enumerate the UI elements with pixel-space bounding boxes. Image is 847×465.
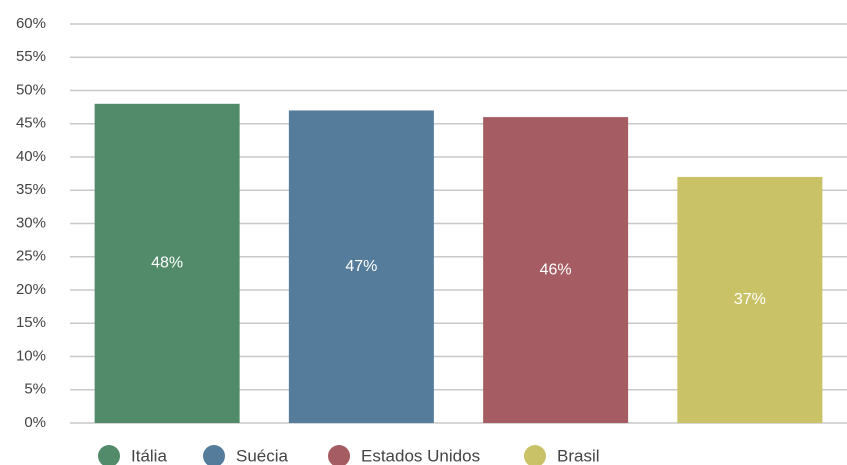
y-tick-label: 35% xyxy=(16,181,46,198)
y-tick-label: 50% xyxy=(16,81,46,98)
legend-swatch xyxy=(98,445,120,465)
y-tick-label: 0% xyxy=(24,414,46,431)
y-tick-label: 55% xyxy=(16,48,46,65)
y-tick-label: 30% xyxy=(16,214,46,231)
legend-swatch xyxy=(524,445,546,465)
legend-swatch xyxy=(203,445,225,465)
value-label: 37% xyxy=(734,291,766,308)
legend-label: Estados Unidos xyxy=(361,446,480,465)
bar xyxy=(94,103,240,424)
value-label: 48% xyxy=(151,255,183,272)
y-tick-label: 5% xyxy=(24,381,46,398)
y-tick-label: 20% xyxy=(16,281,46,298)
y-tick-label: 45% xyxy=(16,115,46,132)
legend-swatch xyxy=(328,445,350,465)
bar xyxy=(677,176,823,423)
bar xyxy=(483,117,629,423)
bar xyxy=(288,110,434,423)
y-tick-label: 15% xyxy=(16,314,46,331)
value-label: 46% xyxy=(540,261,572,278)
y-tick-label: 10% xyxy=(16,347,46,364)
y-tick-label: 40% xyxy=(16,148,46,165)
legend-label: Itália xyxy=(131,446,167,465)
y-tick-label: 25% xyxy=(16,248,46,265)
legend-label: Brasil xyxy=(557,446,600,465)
y-tick-label: 60% xyxy=(16,15,46,32)
value-label: 47% xyxy=(345,258,377,275)
legend-label: Suécia xyxy=(236,446,289,465)
